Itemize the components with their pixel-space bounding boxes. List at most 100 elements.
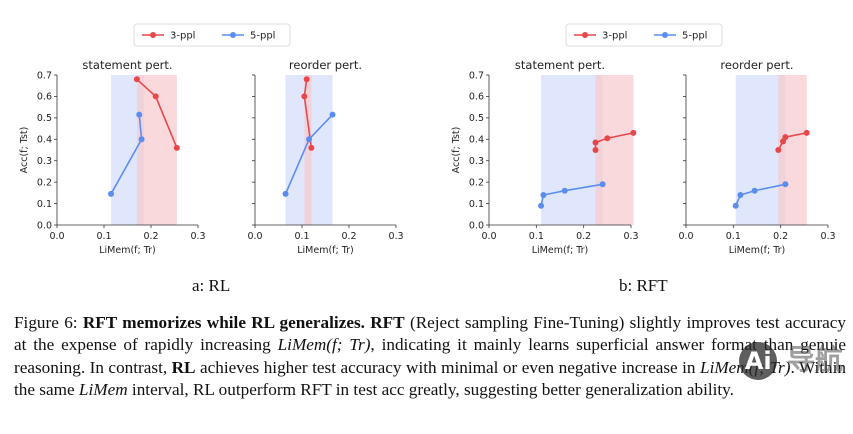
x-axis-label: LiMem(f; Tr) — [99, 245, 156, 256]
caption-bold-3: RL — [171, 357, 196, 377]
data-point-5-ppl — [538, 202, 545, 209]
data-point-5-ppl — [599, 181, 606, 188]
series-line-5-ppl — [540, 183, 603, 206]
y-axis-label: Acc(f; Tst) — [451, 127, 462, 174]
band-3-ppl — [778, 75, 807, 225]
watermark-logo: Ai 导航 — [739, 338, 843, 380]
legend-label-5-ppl: 5-ppl — [250, 31, 275, 42]
data-point-5-ppl — [306, 136, 313, 143]
subcaption-b: b: RFT — [619, 276, 668, 295]
x-tick-label: 0.1 — [529, 231, 544, 242]
x-tick-label: 0.3 — [623, 231, 638, 242]
data-point-5-ppl — [136, 111, 143, 118]
panel-title: reorder pert. — [289, 58, 362, 72]
panel-title: reorder pert. — [720, 58, 793, 72]
y-tick-label: 0.2 — [469, 177, 484, 188]
data-point-5-ppl — [782, 181, 789, 188]
x-tick-label: 0.2 — [576, 231, 591, 242]
data-point-3-ppl — [303, 76, 310, 83]
x-tick-label: 0.1 — [726, 231, 741, 242]
x-tick-label: 0.3 — [820, 231, 835, 242]
caption-bold-1: RFT memorizes while RL generalizes. — [82, 313, 365, 332]
x-tick-label: 0.1 — [294, 231, 309, 242]
y-tick-label: 0.5 — [37, 113, 52, 124]
data-point-3-ppl — [604, 135, 611, 142]
y-tick-label: 0.6 — [469, 92, 484, 103]
x-tick-label: 0.0 — [481, 231, 496, 242]
series-line-5-ppl — [734, 183, 786, 207]
caption-math-1: LiMem(f; Tr) — [277, 335, 371, 355]
data-point-5-ppl — [561, 187, 568, 194]
figure-panels: 0.0 0.1 0.2 0.3 0.0 0.1 0.2 0.3 0.4 0.5 0.6 0.7 stat… — [19, 23, 836, 256]
data-point-5-ppl — [732, 202, 739, 209]
legend-box — [565, 23, 723, 47]
data-point-3-ppl — [782, 134, 789, 141]
legend-label-3-ppl: 3-ppl — [602, 31, 627, 42]
data-point-5-ppl — [108, 190, 115, 197]
caption-text-3: achieves higher test accuracy with minim… — [200, 357, 696, 377]
legend-label-5-ppl: 5-ppl — [682, 31, 707, 42]
x-tick-label: 0.0 — [678, 231, 693, 242]
caption-fig-label: Figure 6: — [14, 313, 78, 332]
caption-text-5: interval, RL outperform RFT in test acc … — [131, 380, 734, 400]
data-point-5-ppl — [540, 192, 547, 198]
data-point-3-ppl — [592, 139, 599, 146]
legend-label-3-ppl: 3-ppl — [170, 31, 195, 42]
data-point-5-ppl — [751, 187, 758, 194]
data-point-3-ppl — [630, 129, 637, 136]
data-point-3-ppl — [308, 144, 315, 151]
band-3-ppl — [304, 75, 312, 225]
y-tick-label: 0.1 — [37, 199, 52, 210]
y-tick-label: 0.0 — [37, 220, 52, 231]
data-point-3-ppl — [133, 76, 140, 83]
legend-marker-3-ppl — [582, 32, 588, 38]
x-tick-label: 0.0 — [247, 231, 262, 242]
panel-title: statement pert. — [515, 58, 605, 72]
x-tick-label: 0.0 — [49, 231, 64, 242]
y-tick-label: 0.3 — [469, 156, 484, 167]
caption-text-4: . Within the same — [14, 357, 846, 400]
series-line-3-ppl — [594, 132, 634, 150]
data-point-3-ppl — [301, 93, 308, 100]
y-axis-label: Acc(f; Tst) — [19, 127, 30, 174]
data-point-5-ppl — [329, 111, 336, 118]
x-tick-label: 0.3 — [190, 231, 205, 242]
x-axis-label: LiMem(f; Tr) — [532, 245, 589, 256]
subcaption-a: a: RL — [192, 276, 231, 295]
legend-marker-5-ppl — [230, 32, 236, 38]
panel-title: statement pert. — [82, 58, 172, 72]
band-5-ppl — [541, 75, 603, 225]
y-tick-label: 0.3 — [37, 156, 52, 167]
caption-bold-2: RFT — [370, 313, 405, 332]
legend-marker-3-ppl — [150, 32, 156, 38]
y-tick-label: 0.5 — [469, 113, 484, 124]
x-tick-label: 0.2 — [143, 231, 158, 242]
x-axis-label: LiMem(f; Tr) — [729, 245, 786, 256]
x-tick-label: 0.2 — [773, 231, 788, 242]
caption-text-2: , indicating it mainly learns superficia… — [14, 335, 847, 377]
data-point-3-ppl — [803, 129, 810, 136]
legend-box — [133, 23, 291, 47]
data-point-3-ppl — [173, 144, 180, 151]
y-tick-label: 0.6 — [37, 92, 52, 103]
figure-caption: Figure 6: RFT memorizes while RL general… — [14, 312, 846, 402]
data-point-3-ppl — [152, 93, 159, 100]
data-point-3-ppl — [592, 147, 599, 153]
y-tick-label: 0.0 — [469, 220, 484, 231]
legend-marker-5-ppl — [662, 32, 668, 38]
y-tick-label: 0.4 — [37, 135, 52, 146]
y-tick-label: 0.1 — [469, 199, 484, 210]
y-tick-label: 0.7 — [37, 70, 52, 81]
x-tick-label: 0.3 — [388, 231, 403, 242]
data-point-5-ppl — [138, 136, 145, 143]
y-tick-label: 0.2 — [37, 177, 52, 188]
y-tick-label: 0.7 — [469, 70, 484, 81]
caption-text-1: (Reject sampling Fine-Tuning) slightly i… — [14, 313, 847, 355]
x-axis-label: LiMem(f; Tr) — [297, 245, 354, 256]
data-point-5-ppl — [282, 190, 289, 197]
band-3-ppl — [595, 75, 634, 225]
x-tick-label: 0.2 — [341, 231, 356, 242]
caption-math-3: LiMem — [78, 380, 128, 400]
x-tick-label: 0.1 — [96, 231, 111, 242]
data-point-5-ppl — [737, 192, 744, 198]
